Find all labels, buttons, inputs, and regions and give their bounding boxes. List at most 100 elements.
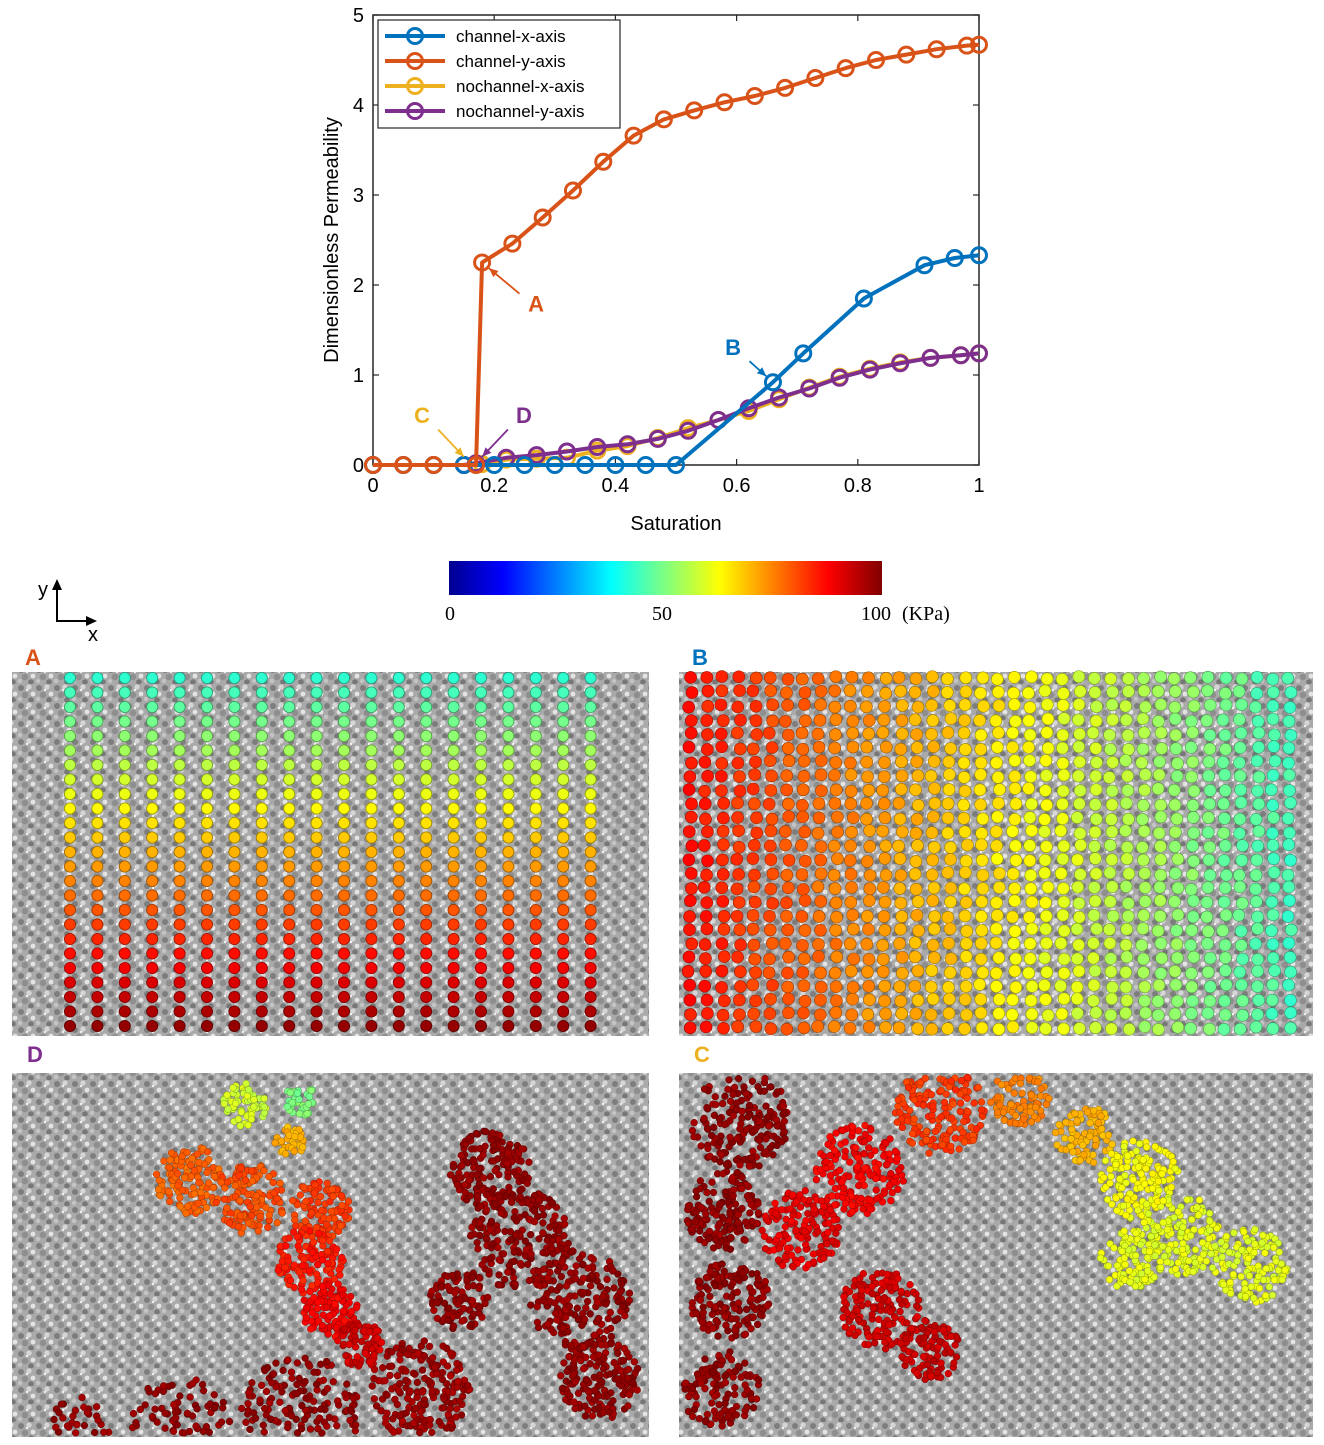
fluid-particle — [716, 853, 729, 867]
fluid-particle — [1282, 756, 1295, 770]
channel-particle — [502, 933, 515, 946]
fluid-particle — [565, 1353, 573, 1361]
fluid-particle — [1124, 1152, 1132, 1160]
fluid-particle — [398, 1345, 406, 1354]
fluid-particle — [1267, 866, 1281, 879]
channel-particle — [365, 802, 378, 815]
channel-particle — [91, 962, 104, 975]
channel-particle — [420, 991, 433, 1004]
fluid-particle — [910, 908, 924, 922]
legend-entry-nochannel-y-axis: nochannel-y-axis — [456, 102, 585, 121]
fluid-particle — [796, 966, 810, 979]
annotation-arrowhead-icon — [454, 447, 464, 457]
fluid-particle — [990, 852, 1004, 866]
fluid-particle — [1106, 909, 1120, 923]
fluid-particle — [1121, 1241, 1129, 1250]
fluid-particle — [129, 1409, 138, 1418]
fluid-particle — [1056, 852, 1070, 866]
fluid-particle — [381, 1419, 390, 1427]
fluid-particle — [1185, 924, 1199, 937]
fluid-particle — [1025, 797, 1038, 811]
fluid-particle — [167, 1149, 176, 1157]
fluid-particle — [1233, 756, 1246, 770]
fluid-particle — [1105, 784, 1119, 798]
channel-particle — [283, 1005, 296, 1018]
fluid-particle — [892, 839, 905, 853]
channel-particle — [310, 962, 323, 975]
fluid-particle — [1235, 854, 1249, 867]
fluid-particle — [865, 1144, 873, 1152]
fluid-particle — [491, 1200, 500, 1208]
fluid-particle — [306, 1288, 314, 1296]
fluid-particle — [1154, 670, 1167, 684]
fluid-particle — [1089, 783, 1103, 796]
fluid-particle — [1104, 672, 1117, 686]
fluid-particle — [270, 1189, 278, 1197]
channel-particle — [365, 759, 378, 772]
fluid-particle — [895, 1296, 904, 1304]
fluid-particle — [829, 980, 843, 993]
fluid-particle — [1057, 895, 1071, 909]
channel-particle — [420, 730, 433, 743]
fluid-particle — [1006, 993, 1019, 1007]
fluid-particle — [470, 1157, 478, 1166]
fluid-particle — [161, 1424, 169, 1432]
fluid-particle — [976, 868, 990, 882]
fluid-particle — [1171, 852, 1185, 866]
channel-particle — [474, 1020, 487, 1033]
fluid-particle — [1174, 1259, 1182, 1267]
fluid-particle — [603, 1392, 611, 1400]
channel-particle — [447, 773, 460, 786]
fluid-particle — [619, 1302, 627, 1310]
channel-particle — [529, 918, 542, 931]
fluid-particle — [956, 1107, 964, 1116]
channel-particle — [146, 889, 159, 902]
fluid-particle — [284, 1423, 292, 1432]
fluid-particle — [1007, 937, 1021, 950]
fluid-particle — [288, 1374, 296, 1382]
fluid-particle — [540, 1281, 549, 1289]
fluid-particle — [1012, 1119, 1020, 1127]
channel-particle — [337, 773, 350, 786]
fluid-particle — [1056, 728, 1070, 742]
fluid-particle — [614, 1315, 622, 1323]
fluid-particle — [766, 867, 780, 881]
fluid-particle — [1023, 911, 1036, 924]
channel-particle — [447, 846, 460, 859]
fluid-particle — [193, 1150, 201, 1158]
fluid-particle — [486, 1172, 495, 1181]
fluid-particle — [1090, 700, 1103, 713]
fluid-particle — [262, 1387, 271, 1396]
channel-particle — [200, 875, 213, 888]
fluid-particle — [1250, 895, 1263, 908]
fluid-particle — [990, 909, 1004, 922]
fluid-particle — [1208, 1264, 1217, 1272]
fluid-particle — [272, 1383, 280, 1391]
channel-particle — [474, 889, 487, 902]
fluid-particle — [928, 910, 941, 923]
fluid-particle — [780, 686, 793, 700]
fluid-particle — [1041, 880, 1055, 894]
fluid-particle — [1265, 1283, 1273, 1291]
fluid-particle — [1250, 1294, 1258, 1302]
fluid-particle — [1152, 1023, 1165, 1036]
fluid-particle — [828, 882, 842, 895]
channel-particle — [228, 817, 241, 830]
fluid-particle — [701, 728, 714, 741]
channel-particle — [200, 947, 213, 960]
fluid-particle — [345, 1340, 353, 1349]
channel-particle — [228, 759, 241, 772]
fluid-particle — [309, 1238, 318, 1246]
fluid-particle — [959, 685, 973, 699]
fluid-particle — [1138, 994, 1151, 1008]
fluid-particle — [1169, 684, 1182, 698]
fluid-particle — [547, 1325, 555, 1334]
fluid-particle — [338, 1201, 346, 1210]
fluid-particle — [1041, 712, 1055, 726]
fluid-particle — [539, 1296, 547, 1304]
fluid-particle — [468, 1273, 477, 1282]
fluid-particle — [1266, 978, 1280, 992]
fluid-particle — [1245, 1272, 1254, 1280]
fluid-particle — [1151, 1252, 1159, 1260]
channel-particle — [118, 730, 131, 743]
